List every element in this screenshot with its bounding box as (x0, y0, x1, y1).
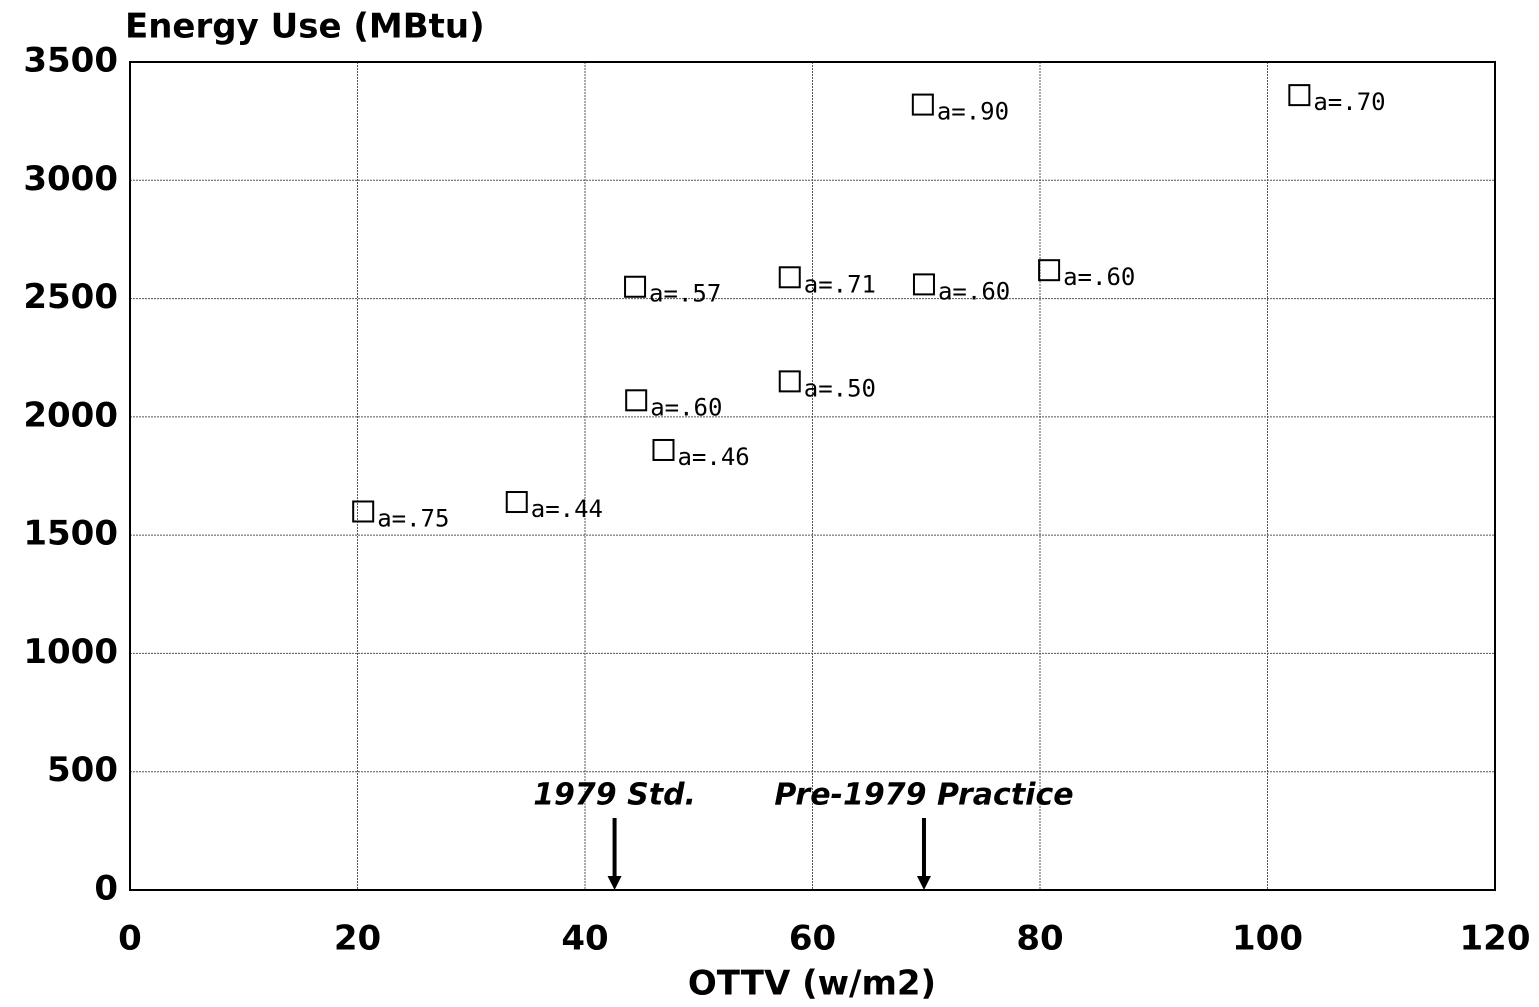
chart-title: Energy Use (MBtu) (125, 7, 485, 47)
y-tick-label: 3500 (23, 41, 118, 81)
x-tick-label: 0 (118, 919, 142, 959)
point-label: a=.50 (804, 374, 876, 402)
x-tick-label: 20 (334, 919, 381, 959)
y-tick-label: 3000 (23, 159, 118, 199)
point-label: a=.90 (937, 98, 1009, 126)
point (624, 275, 647, 298)
point-label: a=.44 (531, 495, 603, 523)
x-tick-label: 80 (1016, 919, 1063, 959)
point-label: a=.57 (649, 280, 721, 308)
point (1038, 259, 1061, 282)
annotation: Pre-1979 Practice (774, 778, 1073, 813)
point (911, 93, 934, 116)
point-label: a=.60 (938, 277, 1010, 305)
point (778, 266, 801, 289)
y-tick-label: 0 (94, 869, 118, 909)
x-tick-label: 120 (1460, 919, 1531, 959)
point (625, 389, 648, 412)
y-tick-label: 2500 (23, 277, 118, 317)
point-label: a=.75 (377, 504, 449, 532)
annotation-arrowhead (916, 876, 931, 890)
point-label: a=.71 (804, 270, 876, 298)
plot-frame (129, 61, 1496, 891)
x-tick-label: 100 (1232, 919, 1303, 959)
point (505, 491, 528, 514)
point (352, 500, 375, 523)
point (778, 370, 801, 393)
y-tick-label: 1000 (23, 632, 118, 672)
annotation: 1979 Std. (533, 778, 696, 813)
point-label: a=.60 (1063, 263, 1135, 291)
annotation-arrowhead (607, 876, 622, 890)
point (652, 438, 675, 461)
x-axis-title: OTTV (w/m2) (688, 964, 936, 1004)
y-tick-label: 1500 (23, 514, 118, 554)
y-tick-label: 500 (47, 750, 118, 790)
point (1288, 84, 1311, 107)
point (912, 273, 935, 296)
y-tick-label: 2000 (23, 395, 118, 435)
x-tick-label: 40 (561, 919, 608, 959)
point-label: a=.70 (1313, 88, 1385, 116)
point-label: a=.46 (677, 443, 749, 471)
x-tick-label: 60 (789, 919, 836, 959)
point-label: a=.60 (650, 393, 722, 421)
